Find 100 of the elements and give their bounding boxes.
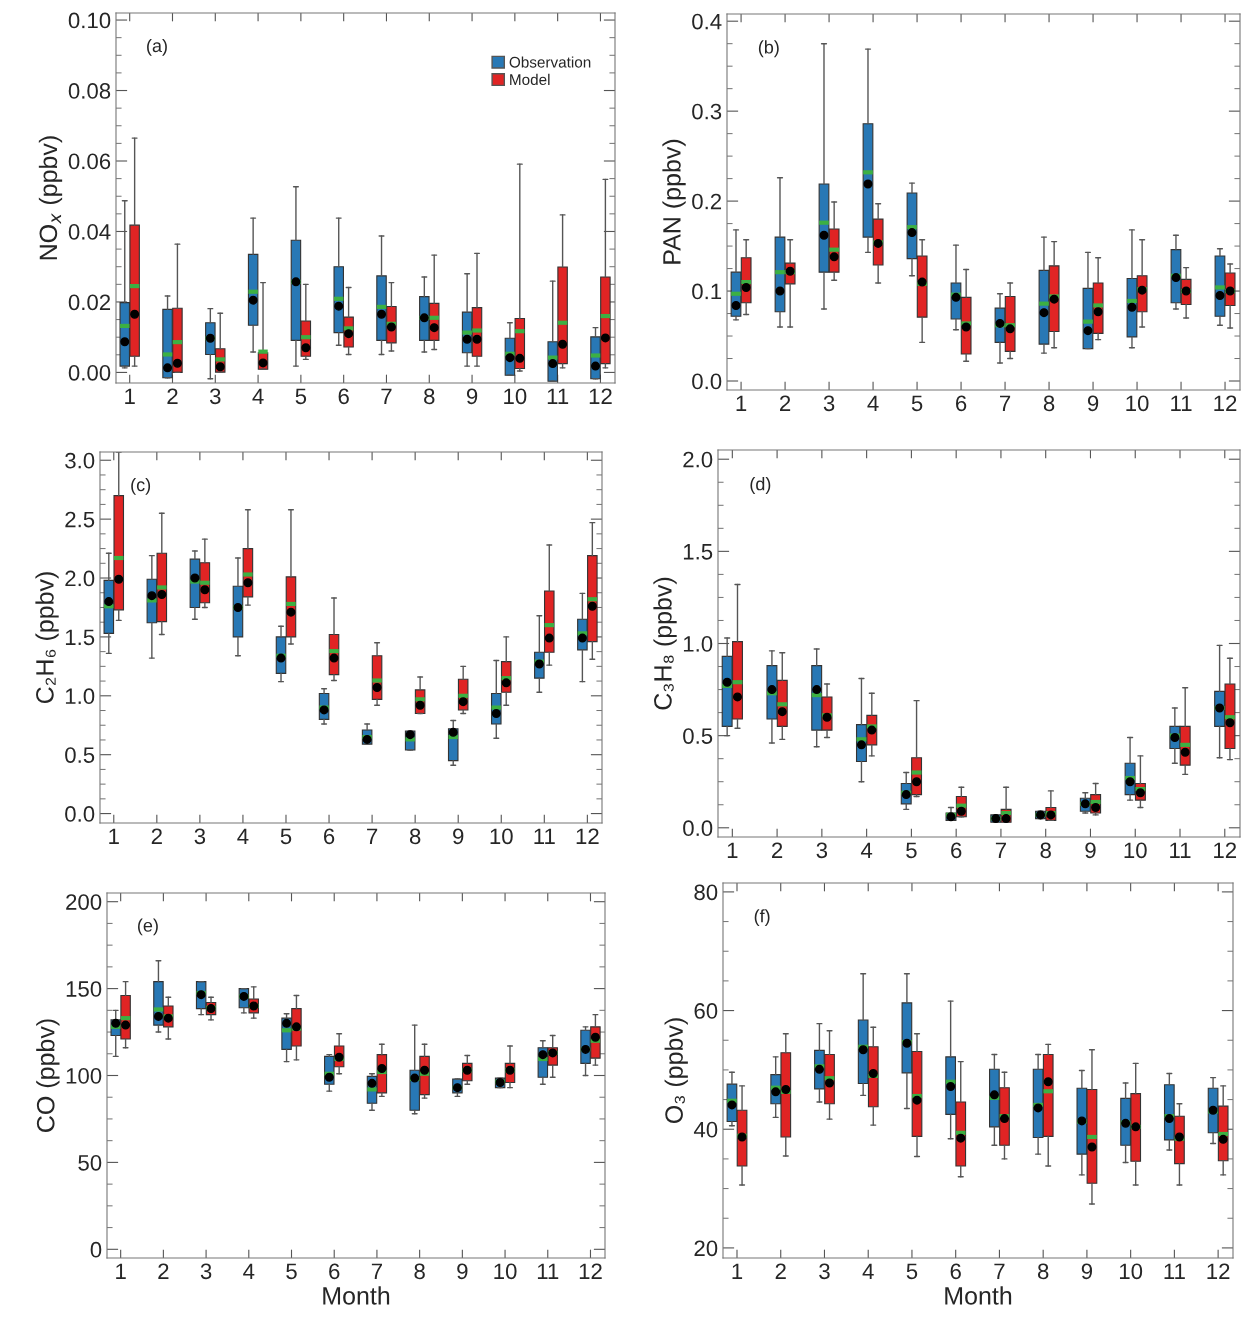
annotation: (b) xyxy=(758,40,779,58)
x-tick-label: 1 xyxy=(125,388,135,404)
x-tick-label: 10 xyxy=(490,828,513,845)
y-axis-title: C₃H₈ (ppbv) xyxy=(653,577,677,710)
x-tick-label: 11 xyxy=(534,828,555,844)
x-tick-label: 11 xyxy=(1164,1263,1185,1279)
y-tick-label: 60 xyxy=(694,1003,718,1019)
y-tick-label: 2.0 xyxy=(683,451,713,468)
x-tick-label: 11 xyxy=(1170,842,1191,858)
x-tick-label: 6 xyxy=(323,828,335,845)
x-tick-label: 4 xyxy=(862,1263,874,1279)
x-tick-label: 9 xyxy=(1087,395,1099,412)
x-tick-label: 8 xyxy=(1043,395,1055,412)
x-tick-label: 9 xyxy=(457,1263,468,1280)
y-axis-title: PAN (ppbv) xyxy=(662,139,686,264)
y-axis-title: C₂H₆ (ppbv) xyxy=(35,572,59,704)
x-tick-label: 5 xyxy=(280,828,292,845)
x-tick-label: 4 xyxy=(867,395,879,411)
x-tick-label: 1 xyxy=(727,842,738,858)
x-tick-label: 7 xyxy=(995,842,1006,858)
x-tick-label: 12 xyxy=(1214,842,1237,858)
y-tick-label: 0.10 xyxy=(68,12,111,29)
x-tick-label: 1 xyxy=(109,828,119,844)
x-tick-label: 9 xyxy=(453,828,464,845)
y-tick-label: 2.5 xyxy=(65,511,95,528)
x-tick-label: 3 xyxy=(819,1263,830,1280)
x-tick-label: 4 xyxy=(243,1263,255,1279)
x-tick-label: 10 xyxy=(1126,395,1149,412)
y-axis-title: NO$_{x}$ (ppbv) xyxy=(38,136,63,260)
x-tick-label: 12 xyxy=(579,1263,602,1279)
x-tick-label: 6 xyxy=(338,388,349,405)
y-tick-label: 0.2 xyxy=(692,193,722,210)
y-tick-label: 0.0 xyxy=(65,806,95,822)
x-axis-title: Month xyxy=(945,1286,1012,1305)
annotation: (d) xyxy=(750,477,771,494)
y-tick-label: 1.5 xyxy=(683,544,713,560)
x-tick-label: 1 xyxy=(736,395,747,411)
legend-label: Observation xyxy=(509,56,591,68)
x-tick-label: 8 xyxy=(1040,842,1051,859)
x-tick-label: 1 xyxy=(116,1263,126,1279)
legend-label: Model xyxy=(510,73,550,86)
x-tick-label: 4 xyxy=(237,828,249,844)
x-tick-label: 3 xyxy=(200,1263,212,1280)
x-tick-label: 8 xyxy=(409,828,421,845)
y-tick-label: 80 xyxy=(694,884,718,901)
y-tick-label: 0.06 xyxy=(68,153,111,170)
x-tick-label: 9 xyxy=(1081,1263,1093,1280)
y-axis-title: CO (ppbv) xyxy=(36,1019,60,1132)
x-axis-title: Month xyxy=(323,1286,390,1305)
y-tick-label: 0.04 xyxy=(68,224,111,240)
y-tick-label: 20 xyxy=(694,1240,718,1257)
y-tick-label: 200 xyxy=(66,894,102,910)
y-tick-label: 150 xyxy=(66,981,102,997)
x-tick-label: 10 xyxy=(494,1263,517,1280)
x-tick-label: 5 xyxy=(911,395,923,412)
y-tick-label: 50 xyxy=(78,1154,102,1171)
annotation: (a) xyxy=(147,38,167,56)
annotation: (f) xyxy=(754,909,770,927)
x-tick-label: 7 xyxy=(994,1263,1005,1279)
x-tick-label: 8 xyxy=(414,1263,425,1280)
y-tick-label: 0.02 xyxy=(68,294,111,311)
x-tick-label: 9 xyxy=(466,388,478,405)
annotation: (e) xyxy=(138,918,158,936)
x-tick-label: 3 xyxy=(816,842,828,859)
x-tick-label: 12 xyxy=(576,828,599,844)
y-tick-label: 0.00 xyxy=(68,364,111,381)
x-tick-label: 12 xyxy=(589,388,612,404)
y-tick-label: 100 xyxy=(66,1068,102,1084)
x-tick-label: 7 xyxy=(1000,395,1011,411)
y-axis-title: O₃ (ppbv) xyxy=(664,1018,688,1124)
x-tick-label: 4 xyxy=(860,842,873,858)
x-tick-label: 8 xyxy=(1037,1263,1049,1280)
x-tick-label: 5 xyxy=(295,388,307,405)
y-tick-label: 0.5 xyxy=(683,728,713,744)
x-tick-label: 11 xyxy=(537,1263,559,1279)
x-tick-label: 6 xyxy=(951,842,962,859)
x-tick-label: 3 xyxy=(823,395,835,412)
y-tick-label: 0.4 xyxy=(692,13,722,30)
x-tick-label: 5 xyxy=(906,842,917,859)
y-tick-label: 0.0 xyxy=(692,373,722,390)
y-tick-label: 0.3 xyxy=(692,103,722,120)
x-tick-label: 6 xyxy=(950,1263,961,1280)
y-tick-label: 3.0 xyxy=(65,452,95,469)
y-tick-label: 0.5 xyxy=(65,747,95,763)
x-tick-label: 1 xyxy=(732,1263,743,1279)
x-tick-label: 11 xyxy=(547,388,569,404)
x-tick-label: 2 xyxy=(158,1263,169,1279)
y-tick-label: 0.08 xyxy=(68,83,111,99)
x-tick-label: 12 xyxy=(1207,1263,1230,1279)
x-tick-label: 3 xyxy=(209,388,221,405)
annotation: (c) xyxy=(131,477,151,495)
x-tick-label: 10 xyxy=(504,388,527,405)
x-tick-label: 10 xyxy=(1124,842,1147,859)
y-tick-label: 1.5 xyxy=(65,629,95,646)
x-tick-label: 5 xyxy=(906,1263,918,1280)
x-tick-label: 12 xyxy=(1214,395,1237,411)
x-tick-label: 2 xyxy=(151,828,162,844)
x-tick-label: 7 xyxy=(381,388,392,404)
x-tick-label: 3 xyxy=(194,828,206,845)
x-tick-label: 4 xyxy=(252,388,264,404)
